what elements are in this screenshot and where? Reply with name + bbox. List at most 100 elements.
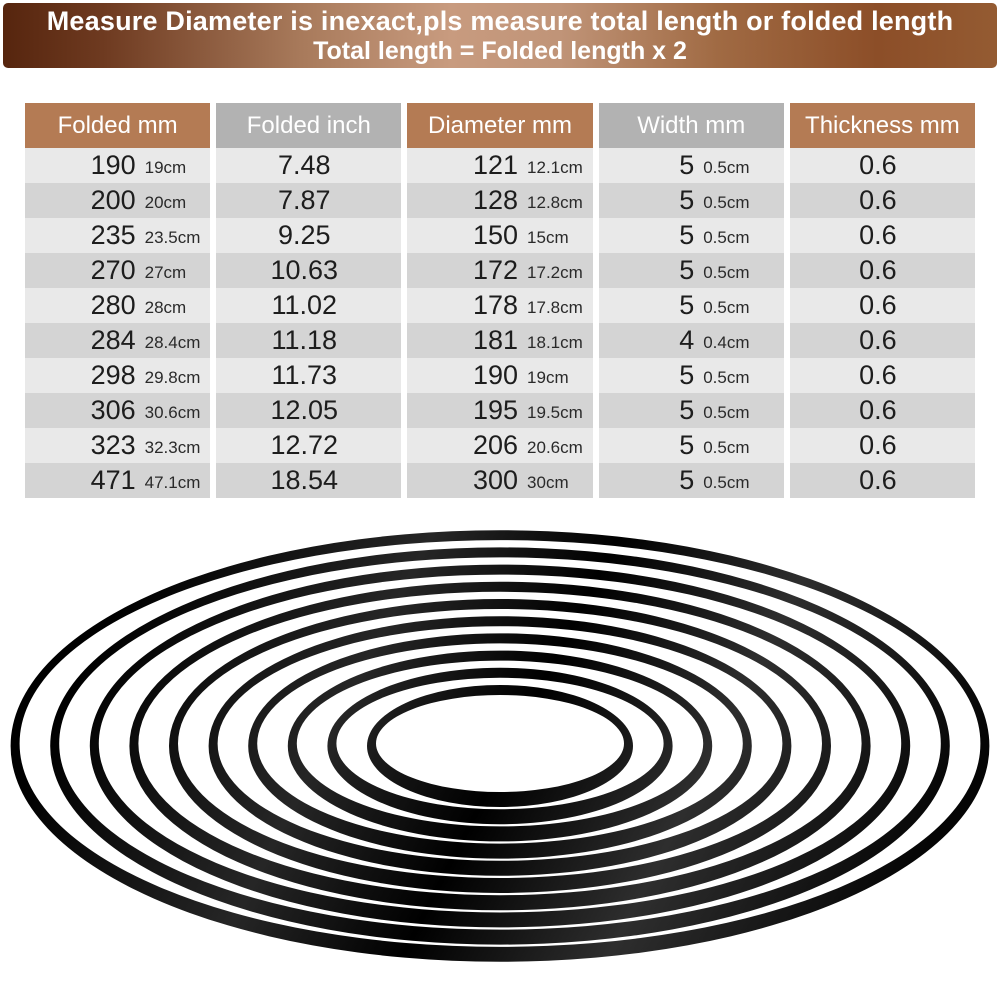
cell-thickness: 0.6 (789, 288, 975, 323)
cell-folded-inch: 12.05 (216, 393, 402, 428)
diameter-cm-value: 18.1cm (527, 333, 583, 352)
thickness-mm-value: 0.6 (859, 465, 897, 495)
cell-diameter: 172 17.2cm (407, 253, 593, 288)
cell-folded: 284 28.4cm (25, 323, 211, 358)
width-cm-value: 0.5cm (703, 368, 750, 387)
folded-cm-value: 29.8cm (144, 368, 201, 387)
width-mm-value: 5 (679, 465, 695, 495)
cell-width: 5 0.5cm (598, 463, 784, 498)
width-mm-value: 4 (679, 325, 695, 355)
cell-width: 5 0.5cm (598, 288, 784, 323)
width-cm-value: 0.5cm (703, 228, 750, 247)
cell-folded-inch: 12.72 (216, 428, 402, 463)
folded-mm-value: 235 (90, 220, 136, 250)
diameter-cm-value: 19cm (527, 368, 569, 387)
folded-mm-value: 298 (90, 360, 136, 390)
cell-thickness: 0.6 (789, 463, 975, 498)
cell-folded: 235 23.5cm (25, 218, 211, 253)
width-mm-value: 5 (679, 290, 695, 320)
diameter-mm-value: 128 (472, 185, 519, 215)
cell-folded-inch: 9.25 (216, 218, 402, 253)
header-cell-thickness-mm: Thickness mm (789, 103, 975, 148)
thickness-mm-value: 0.6 (859, 360, 897, 390)
width-mm-value: 5 (679, 185, 695, 215)
belt-ring (367, 685, 633, 807)
diameter-mm-value: 150 (472, 220, 519, 250)
folded-cm-value: 32.3cm (144, 438, 201, 457)
cell-diameter: 128 12.8cm (407, 183, 593, 218)
folded-inch-value: 11.18 (271, 325, 338, 355)
thickness-mm-value: 0.6 (859, 220, 897, 250)
width-cm-value: 0.5cm (703, 158, 750, 177)
table-row: 323 32.3cm 12.72 206 20.6cm 5 0.5cm 0.6 (25, 428, 975, 463)
cell-diameter: 195 19.5cm (407, 393, 593, 428)
cell-thickness: 0.6 (789, 148, 975, 183)
width-mm-value: 5 (679, 220, 695, 250)
width-mm-value: 5 (679, 255, 695, 285)
header-cell-folded-inch: Folded inch (216, 103, 402, 148)
folded-cm-value: 47.1cm (144, 473, 201, 492)
cell-width: 4 0.4cm (598, 323, 784, 358)
folded-mm-value: 200 (90, 185, 136, 215)
belt-rings-graphic (10, 530, 990, 962)
cell-folded: 298 29.8cm (25, 358, 211, 393)
cell-thickness: 0.6 (789, 323, 975, 358)
diameter-mm-value: 300 (472, 465, 519, 495)
thickness-mm-value: 0.6 (859, 185, 897, 215)
header-cell-width-mm: Width mm (598, 103, 784, 148)
folded-mm-value: 284 (90, 325, 136, 355)
cell-folded: 306 30.6cm (25, 393, 211, 428)
width-cm-value: 0.5cm (703, 263, 750, 282)
folded-inch-value: 18.54 (270, 465, 339, 495)
width-mm-value: 5 (679, 360, 695, 390)
cell-folded: 471 47.1cm (25, 463, 211, 498)
table-row: 235 23.5cm 9.25 150 15cm 5 0.5cm 0.6 (25, 218, 975, 253)
width-cm-value: 0.5cm (703, 193, 750, 212)
diameter-mm-value: 121 (472, 150, 519, 180)
table-row: 270 27cm 10.63 172 17.2cm 5 0.5cm 0.6 (25, 253, 975, 288)
header-cell-diameter-mm: Diameter mm (407, 103, 593, 148)
cell-folded: 190 19cm (25, 148, 211, 183)
cell-folded: 323 32.3cm (25, 428, 211, 463)
folded-inch-value: 11.02 (271, 290, 338, 320)
cell-folded-inch: 11.18 (216, 323, 402, 358)
table-row: 471 47.1cm 18.54 300 30cm 5 0.5cm 0.6 (25, 463, 975, 498)
width-mm-value: 5 (679, 150, 695, 180)
belt-ring (248, 633, 752, 859)
cell-diameter: 300 30cm (407, 463, 593, 498)
cell-folded-inch: 7.87 (216, 183, 402, 218)
table-body: 190 19cm 7.48 121 12.1cm 5 0.5cm 0.6 (25, 148, 975, 498)
cell-thickness: 0.6 (789, 253, 975, 288)
cell-thickness: 0.6 (789, 358, 975, 393)
folded-cm-value: 27cm (144, 263, 187, 282)
width-cm-value: 0.5cm (703, 438, 750, 457)
folded-cm-value: 20cm (144, 193, 187, 212)
thickness-mm-value: 0.6 (859, 150, 897, 180)
header-banner: Measure Diameter is inexact,pls measure … (3, 3, 997, 68)
diameter-cm-value: 12.8cm (527, 193, 583, 212)
cell-width: 5 0.5cm (598, 148, 784, 183)
cell-thickness: 0.6 (789, 428, 975, 463)
folded-mm-value: 306 (90, 395, 136, 425)
cell-width: 5 0.5cm (598, 183, 784, 218)
cell-width: 5 0.5cm (598, 253, 784, 288)
width-cm-value: 0.5cm (703, 403, 750, 422)
diameter-mm-value: 172 (472, 255, 519, 285)
cell-folded: 200 20cm (25, 183, 211, 218)
table-row: 280 28cm 11.02 178 17.8cm 5 0.5cm 0.6 (25, 288, 975, 323)
folded-inch-value: 7.87 (278, 185, 331, 215)
width-cm-value: 0.5cm (703, 298, 750, 317)
size-table: Folded mm Folded inch Diameter mm Width … (25, 103, 975, 498)
cell-width: 5 0.5cm (598, 428, 784, 463)
folded-cm-value: 28.4cm (144, 333, 201, 352)
thickness-mm-value: 0.6 (859, 395, 897, 425)
folded-mm-value: 280 (90, 290, 136, 320)
thickness-mm-value: 0.6 (859, 325, 897, 355)
cell-width: 5 0.5cm (598, 358, 784, 393)
width-cm-value: 0.5cm (703, 473, 750, 492)
diameter-mm-value: 181 (472, 325, 519, 355)
folded-mm-value: 471 (90, 465, 136, 495)
folded-mm-value: 323 (90, 430, 136, 460)
cell-thickness: 0.6 (789, 393, 975, 428)
